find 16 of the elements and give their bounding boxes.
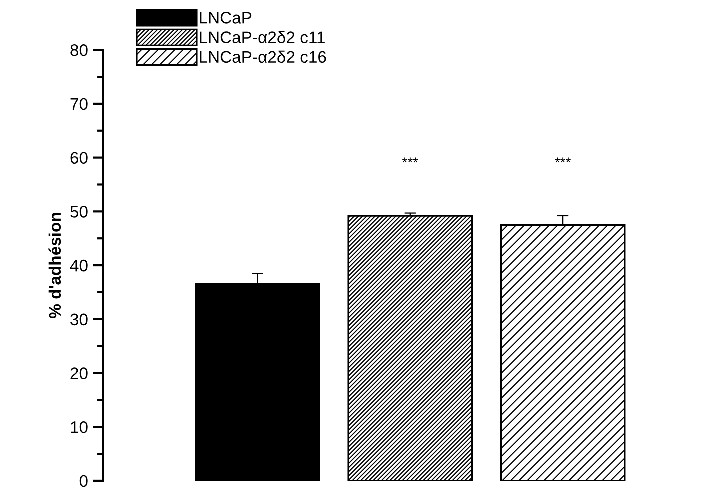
y-tick-label: 40 xyxy=(70,260,88,272)
y-tick-label: 20 xyxy=(70,368,88,380)
legend-label: LNCaP-α2δ2 c11 xyxy=(200,31,325,44)
annotation: *** xyxy=(555,158,571,163)
y-tick-label: 0 xyxy=(80,475,88,488)
y-tick-label: 60 xyxy=(70,152,88,164)
y-tick-label: 10 xyxy=(71,422,88,434)
y-axis-title: % d'adhésion xyxy=(48,213,62,318)
y-tick-label: 30 xyxy=(70,314,88,326)
bar xyxy=(348,215,474,481)
legend-label: LNCaP-α2δ2 c16 xyxy=(200,50,326,64)
y-tick-label: 80 xyxy=(70,44,88,56)
annotation: *** xyxy=(402,158,418,163)
y-tick-label: 50 xyxy=(70,206,88,218)
y-tick-label: 70 xyxy=(70,98,88,110)
legend-label: LNCaP xyxy=(200,12,252,24)
